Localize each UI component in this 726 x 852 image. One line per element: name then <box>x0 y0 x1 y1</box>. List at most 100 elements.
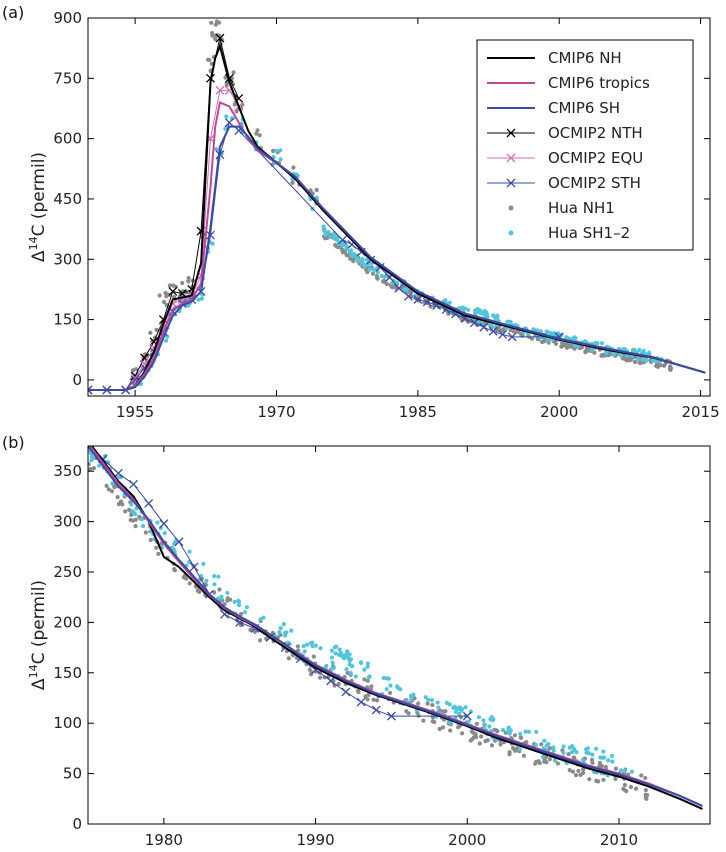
scatter-point <box>491 313 496 318</box>
scatter-point <box>374 698 380 703</box>
scatter-point <box>539 742 544 747</box>
series-line <box>102 458 468 717</box>
y-tick-label: 250 <box>53 563 82 581</box>
scatter-point <box>584 747 589 752</box>
series-marker <box>159 519 169 529</box>
scatter-point <box>599 353 604 358</box>
scatter-point <box>463 705 468 710</box>
scatter-point <box>567 768 572 773</box>
legend: CMIP6 NH CMIP6 tropics CMIP6 SH OCMIP2 NTH O… <box>476 39 694 251</box>
scatter-point <box>421 718 426 723</box>
scatter-point <box>162 299 167 305</box>
scatter-point <box>278 626 283 631</box>
series-marker <box>403 291 413 301</box>
scatter-point <box>533 742 539 747</box>
series-marker <box>356 697 366 707</box>
scatter-point <box>507 319 512 324</box>
legend-label: CMIP6 NH <box>548 49 622 67</box>
scatter-point <box>519 332 524 337</box>
scatter-point <box>529 336 535 341</box>
scatter-point <box>286 656 291 661</box>
scatter-point <box>601 749 606 754</box>
scatter-point <box>494 728 499 733</box>
scatter-point <box>209 20 214 25</box>
scatter-point <box>644 796 649 801</box>
scatter-point <box>109 489 114 494</box>
scatter-point <box>475 307 480 312</box>
scatter-point <box>639 773 644 778</box>
scatter-point <box>209 61 214 66</box>
scatter-point <box>116 502 121 507</box>
scatter-point <box>370 271 376 276</box>
scatter-point <box>460 305 465 310</box>
scatter-point <box>571 746 577 751</box>
scatter-point <box>416 701 421 706</box>
series-marker <box>337 235 347 245</box>
scatter-point <box>311 654 316 659</box>
scatter-point <box>336 681 341 687</box>
series-marker <box>88 385 93 395</box>
scatter-point <box>331 665 336 670</box>
scatter-point <box>489 322 494 327</box>
series-line <box>90 446 703 810</box>
scatter-point <box>409 697 414 702</box>
legend-label: Hua NH1 <box>548 199 615 217</box>
legend-marker <box>506 128 516 138</box>
panel-a-axes: 1955 1970 1985 2000 2015 0 150 300 450 600 750 900 <box>53 9 719 421</box>
scatter-point <box>521 753 527 758</box>
legend-label: OCMIP2 EQU <box>548 149 643 167</box>
scatter-point <box>104 483 109 488</box>
scatter-point <box>330 660 335 665</box>
scatter-point <box>601 755 606 761</box>
scatter-point <box>632 359 638 365</box>
scatter-point <box>547 757 553 762</box>
scatter-point <box>574 750 579 755</box>
scatter-point <box>512 747 517 753</box>
legend-items: CMIP6 NH CMIP6 tropics CMIP6 SH OCMIP2 NTH O… <box>487 49 650 242</box>
scatter-point <box>507 750 512 755</box>
scatter-point <box>635 357 641 362</box>
legend-box <box>476 39 694 251</box>
series-line <box>88 42 706 391</box>
scatter-point <box>212 582 217 587</box>
legend-entry: OCMIP2 EQU <box>487 149 643 167</box>
legend-marker <box>506 153 516 163</box>
scatter-point <box>365 661 370 666</box>
scatter-point <box>641 348 646 354</box>
legend-entry: Hua SH1–2 <box>508 224 630 242</box>
scatter-point <box>573 336 578 341</box>
scatter-point <box>242 610 248 615</box>
scatter-point <box>278 157 283 162</box>
series-marker <box>174 537 184 547</box>
scatter-point <box>344 667 349 672</box>
scatter-point <box>345 652 350 657</box>
scatter-point <box>290 180 295 185</box>
scatter-point <box>460 707 465 712</box>
scatter-point <box>347 662 352 667</box>
panel-a-plot-area <box>88 19 706 395</box>
scatter-point <box>206 57 211 62</box>
series-line <box>89 446 703 807</box>
series-line <box>88 446 703 807</box>
scatter-point <box>430 702 435 708</box>
series-marker <box>129 479 138 489</box>
scatter-point <box>212 574 217 579</box>
scatter-point <box>141 524 146 529</box>
scatter-point <box>154 545 159 550</box>
scatter-point <box>334 644 339 649</box>
scatter-point <box>589 348 595 353</box>
scatter-point <box>487 724 492 729</box>
legend-marker <box>506 178 516 188</box>
series-group <box>88 446 703 810</box>
scatter-point <box>436 705 441 710</box>
scatter-point <box>362 677 367 682</box>
scatter-point <box>540 754 545 760</box>
scatter-point <box>366 692 371 698</box>
scatter-point <box>526 729 532 734</box>
scatter-point <box>216 574 221 579</box>
series-marker <box>507 332 517 342</box>
series-marker <box>498 330 508 339</box>
x-tick-label: 2015 <box>681 403 719 421</box>
scatter-point <box>369 261 374 266</box>
scatter-point <box>201 561 206 567</box>
